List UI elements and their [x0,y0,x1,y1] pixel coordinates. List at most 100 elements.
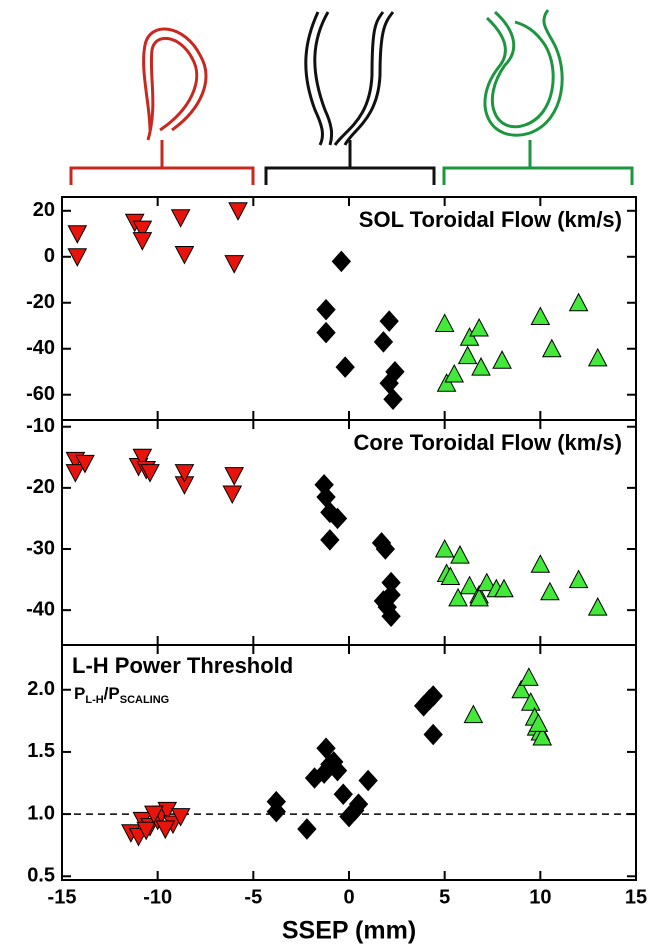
data-point [528,713,549,732]
panel-title: L-H Power Threshold [72,653,293,678]
data-point [316,298,336,321]
x-tick-label: -5 [244,886,262,908]
y-tick-label: -20 [26,291,55,313]
data-point [540,581,560,601]
data-point [140,464,160,483]
data-point [222,485,243,505]
y-tick-label: -20 [26,476,55,498]
data-point [469,317,489,337]
subtitle-part: L-H [85,694,103,706]
y-tick-label: 2.0 [27,678,55,700]
panel-subtitle: PL-H/PSCALING [74,684,169,705]
y-tick-label: -40 [26,337,55,359]
subtitle-part: /P [104,684,120,703]
data-point [463,704,484,724]
data-point [331,250,352,273]
data-point [434,538,455,558]
data-point [587,597,608,616]
data-point [494,578,514,598]
data-point [224,255,245,274]
data-point [333,783,353,805]
data-point [136,821,157,841]
y-tick-label: -30 [26,537,55,559]
data-point [348,793,369,815]
x-tick-label: 0 [343,886,354,908]
data-point [459,575,480,595]
data-point [335,356,355,378]
data-point [423,685,443,707]
y-tick-label: 0 [44,245,55,267]
data-point [379,310,399,332]
data-point [436,373,457,392]
data-point [67,248,88,267]
data-point [132,448,153,468]
data-point [440,566,461,586]
data-point [448,587,468,607]
data-point [266,800,286,823]
data-point [132,232,153,251]
data-point [492,350,512,369]
data-point [383,388,403,411]
data-point [327,507,348,530]
x-tick-label: -15 [48,886,77,908]
data-point [476,572,497,592]
panel-title: Core Toroidal Flow (km/s) [353,430,622,455]
data-point [381,605,401,628]
data-point [170,808,191,827]
x-tick-label: 10 [529,886,551,908]
y-tick-label: 1.5 [27,740,55,762]
data-point [471,357,491,376]
data-point [67,225,88,244]
y-tick-label: -10 [26,415,55,437]
data-point [469,587,489,607]
data-point [320,753,340,776]
y-tick-label: 20 [33,199,55,221]
x-tick-label: 5 [439,886,450,908]
data-point [174,464,195,483]
data-point [228,202,248,221]
y-tick-label: -60 [26,383,55,405]
data-point [450,545,470,564]
y-tick-label: 0.5 [27,865,55,887]
x-axis-title: SSEP (mm) [282,917,416,945]
data-point [532,726,553,746]
subtitle-part: P [74,684,85,703]
data-point [170,209,191,228]
data-point [132,220,153,240]
plot-frame [61,644,637,881]
x-tick-label: 15 [625,886,647,908]
data-point [375,538,396,560]
data-point [75,454,95,474]
data-point [568,292,589,312]
shape-icons [69,9,634,185]
data-point [520,692,541,711]
data-point [297,818,317,840]
data-point [174,245,195,265]
subtitle-part: SCALING [120,694,170,706]
y-tick-label: -40 [26,598,55,620]
x-tick-label: -10 [143,886,172,908]
data-point [457,345,478,365]
y-tick-label: 1.0 [27,802,55,824]
data-point [423,723,443,746]
data-point [459,327,480,346]
data-point [316,321,336,344]
panel-title: SOL Toroidal Flow (km/s) [359,207,622,232]
data-point [444,363,465,383]
data-point [568,569,589,589]
data-point [519,667,539,686]
data-point [511,679,532,699]
data-point [65,464,86,483]
data-point [373,331,394,353]
data-point [541,338,562,358]
data-point [358,769,378,792]
data-point [587,347,608,367]
data-point [434,313,455,332]
data-point [155,820,176,840]
data-point [144,805,164,825]
data-point [530,554,551,573]
data-point [320,529,340,551]
data-point [224,467,245,486]
data-point [530,306,551,326]
